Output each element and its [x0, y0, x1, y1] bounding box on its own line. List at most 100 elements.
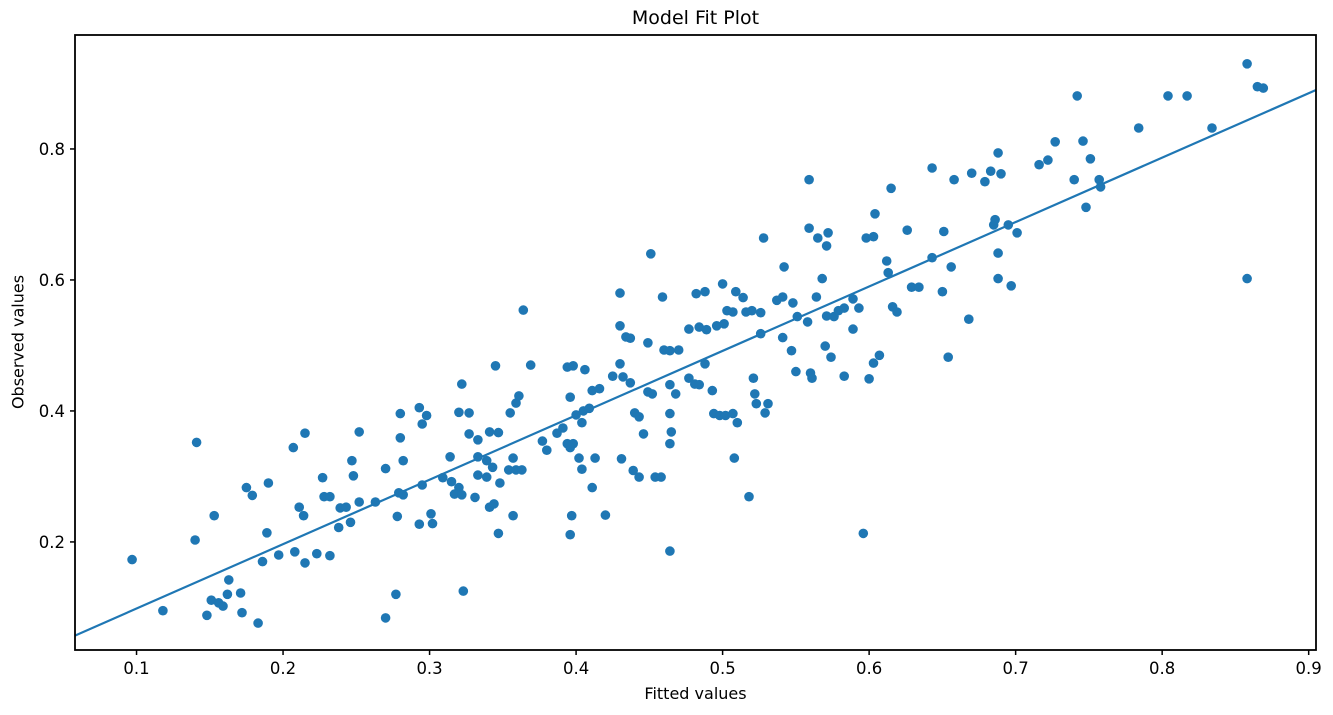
scatter-point	[263, 478, 274, 488]
scatter-point	[964, 314, 974, 325]
scatter-point	[760, 408, 770, 418]
x-tick-label: 0.8	[1149, 659, 1175, 678]
scatter-point	[580, 364, 590, 375]
scatter-point	[398, 455, 409, 466]
scatter-point	[906, 282, 917, 293]
x-tick-label: 0.4	[563, 659, 589, 678]
scatter-point	[861, 233, 871, 243]
scatter-point	[1258, 83, 1269, 93]
scatter-point	[939, 226, 949, 237]
scatter-point	[993, 248, 1003, 258]
scatter-point	[333, 522, 344, 533]
scatter-point	[1242, 273, 1252, 284]
scatter-point	[881, 256, 892, 266]
x-tick-label: 0.3	[416, 659, 442, 678]
chart-title: Model Fit Plot	[631, 7, 760, 29]
scatter-point	[720, 410, 731, 421]
scatter-point	[1034, 159, 1044, 170]
scatter-point	[218, 601, 228, 611]
scatter-point	[927, 163, 937, 173]
scatter-point	[317, 472, 328, 483]
scatter-point	[514, 391, 524, 401]
scatter-point	[728, 307, 738, 317]
scatter-point	[731, 286, 741, 297]
scatter-point	[804, 174, 814, 185]
x-tick-label: 0.6	[856, 659, 882, 678]
scatter-point	[568, 361, 578, 371]
scatter-point	[791, 366, 801, 377]
scatter-point	[565, 442, 575, 453]
scatter-point	[946, 262, 956, 272]
scatter-point	[294, 502, 305, 512]
scatter-point	[684, 324, 694, 334]
plot-frame	[74, 34, 1317, 651]
scatter-point	[253, 618, 263, 628]
scatter-point	[458, 586, 469, 596]
scatter-point	[728, 408, 738, 419]
scatter-point	[542, 445, 552, 456]
scatter-point	[484, 427, 495, 437]
scatter-point	[786, 345, 797, 356]
scatter-point	[574, 453, 584, 463]
scatter-point	[489, 499, 499, 509]
scatter-point	[565, 392, 575, 403]
scatter-point	[813, 233, 823, 243]
scatter-point	[341, 502, 351, 512]
scatter-point	[566, 510, 577, 521]
scatter-point	[354, 497, 365, 507]
scatter-point	[1163, 91, 1173, 101]
scatter-point	[665, 379, 675, 390]
scatter-point	[868, 231, 879, 242]
scatter-point	[1242, 59, 1252, 69]
scatter-point	[1072, 91, 1082, 101]
scatter-point	[634, 472, 644, 482]
scatter-point	[224, 575, 234, 585]
scatter-point	[158, 605, 168, 616]
x-tick-label: 0.1	[123, 659, 149, 678]
scatter-point	[587, 482, 597, 493]
scatter-point	[788, 298, 798, 308]
scatter-point	[694, 379, 704, 390]
scatter-point	[823, 228, 833, 238]
scatter-point	[300, 558, 310, 568]
scatter-point	[707, 385, 718, 396]
scatter-point	[421, 410, 432, 421]
x-axis-label: Fitted values	[644, 684, 747, 703]
scatter-point	[732, 417, 743, 428]
x-tick-label: 0.9	[1296, 659, 1322, 678]
scatter-point	[711, 321, 722, 331]
scatter-point	[490, 361, 501, 371]
scatter-point	[990, 214, 1000, 225]
scatter-point	[525, 360, 536, 370]
scatter-point	[395, 433, 406, 443]
scatter-point	[470, 492, 480, 503]
scatter-point	[943, 352, 953, 363]
scatter-point	[395, 408, 406, 419]
scatter-point	[993, 148, 1003, 158]
scatter-point	[495, 478, 505, 488]
scatter-point	[577, 417, 587, 428]
scatter-point	[457, 490, 467, 500]
scatter-point	[670, 389, 681, 399]
x-tick-label: 0.7	[1003, 659, 1029, 678]
scatter-point	[380, 613, 391, 623]
scatter-point	[858, 528, 869, 539]
x-tick-label: 0.2	[270, 659, 296, 678]
scatter-point	[719, 319, 729, 329]
scatter-point	[558, 423, 568, 433]
scatter-point	[684, 373, 694, 384]
scatter-point	[616, 454, 627, 464]
scatter-point	[811, 292, 822, 302]
scatter-point	[868, 358, 879, 368]
y-tick-label: 0.4	[39, 402, 65, 421]
scatter-point	[914, 282, 924, 293]
scatter-point	[600, 510, 611, 520]
scatter-point	[312, 548, 322, 559]
scatter-point	[1069, 174, 1079, 185]
scatter-point	[886, 183, 896, 194]
scatter-point	[1094, 174, 1104, 185]
scatter-point	[290, 547, 300, 557]
scatter-point	[966, 168, 977, 178]
scatter-point	[237, 607, 247, 618]
